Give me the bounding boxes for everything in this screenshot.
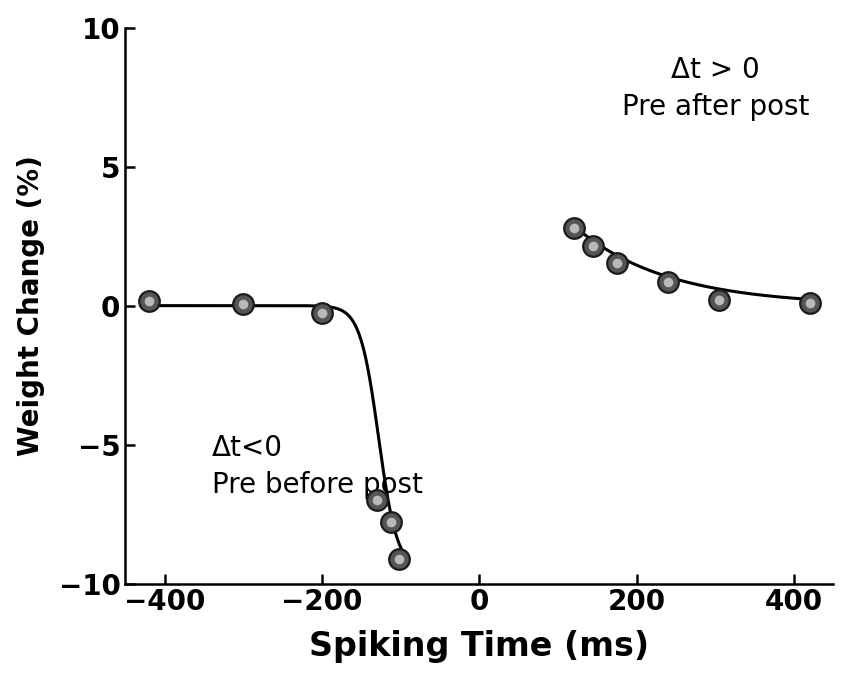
Point [392,553,405,564]
Point [567,222,581,233]
Point [567,222,581,233]
Point [803,297,817,308]
Point [384,517,398,528]
Point [371,495,384,506]
Point [236,299,250,309]
X-axis label: Spiking Time (ms): Spiking Time (ms) [309,630,649,663]
Point [712,294,726,305]
Point [610,257,624,268]
Point [712,294,726,305]
Point [712,294,726,305]
Point [610,257,624,268]
Point [586,241,600,252]
Point [661,277,675,288]
Point [586,241,600,252]
Text: Δt<0
Pre before post: Δt<0 Pre before post [212,435,422,499]
Point [610,257,624,268]
Point [384,517,398,528]
Point [315,307,329,318]
Point [392,553,405,564]
Point [142,296,156,307]
Y-axis label: Weight Change (%): Weight Change (%) [17,155,45,456]
Point [586,241,600,252]
Point [803,297,817,308]
Point [236,299,250,309]
Point [315,307,329,318]
Point [142,296,156,307]
Point [661,277,675,288]
Point [384,517,398,528]
Point [803,297,817,308]
Point [315,307,329,318]
Point [371,495,384,506]
Point [371,495,384,506]
Point [142,296,156,307]
Text: Δt > 0
Pre after post: Δt > 0 Pre after post [621,56,809,121]
Point [567,222,581,233]
Point [392,553,405,564]
Point [236,299,250,309]
Point [661,277,675,288]
